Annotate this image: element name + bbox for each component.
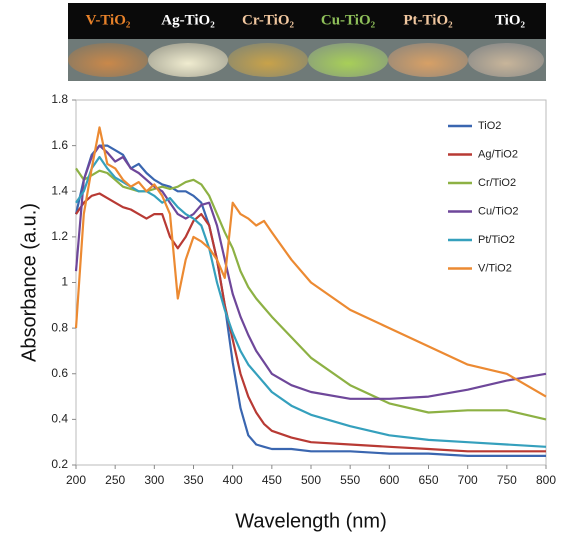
dish (388, 43, 468, 77)
sample-label: Ag-TiO₂ (161, 12, 215, 28)
y-tick-label: 1.8 (51, 92, 68, 106)
legend-label: Cr/TiO2 (478, 177, 516, 189)
x-tick-label: 450 (262, 473, 282, 487)
y-axis-label: Absorbance (a.u.) (18, 203, 40, 362)
x-tick-label: 550 (340, 473, 360, 487)
y-tick-label: 0.4 (51, 412, 68, 426)
series-line (74, 144, 547, 400)
label-strip (68, 3, 546, 39)
series-line (74, 144, 546, 457)
series-line (75, 192, 546, 453)
y-tick-label: 0.2 (51, 457, 68, 471)
sample-photo (68, 3, 546, 81)
x-axis-label: Wavelength (nm) (235, 510, 387, 532)
dish (68, 43, 148, 77)
sample-label: Cu-TiO₂ (321, 12, 376, 28)
x-tick-label: 650 (418, 473, 438, 487)
x-tick-label: 300 (144, 473, 164, 487)
dish (148, 43, 228, 77)
sample-label: Cr-TiO₂ (242, 12, 294, 28)
x-tick-label: 700 (458, 473, 478, 487)
x-tick-label: 200 (66, 473, 86, 487)
x-tick-label: 600 (379, 473, 399, 487)
sample-label: TiO₂ (495, 12, 526, 28)
x-tick-label: 350 (183, 473, 203, 487)
x-tick-label: 750 (497, 473, 517, 487)
y-tick-label: 1.6 (51, 138, 68, 152)
sample-label: V-TiO₂ (86, 12, 131, 28)
series-line (74, 126, 547, 398)
y-tick-label: 1.2 (51, 229, 68, 243)
dish (228, 43, 308, 77)
dish (468, 43, 544, 77)
series-line (75, 155, 547, 448)
y-tick-label: 0.6 (51, 366, 68, 380)
legend-label: V/TiO2 (478, 262, 512, 274)
x-tick-label: 500 (301, 473, 321, 487)
y-tick-label: 0.8 (51, 320, 68, 334)
legend-label: Pt/TiO2 (478, 234, 515, 246)
y-tick-label: 1 (61, 275, 68, 289)
legend-label: TiO2 (478, 120, 501, 132)
series-line (75, 167, 547, 421)
x-tick-label: 800 (536, 473, 556, 487)
dish (308, 43, 388, 77)
y-tick-label: 1.4 (51, 183, 68, 197)
sample-label: Pt-TiO₂ (403, 12, 453, 28)
legend-label: Ag/TiO2 (478, 148, 518, 160)
x-tick-label: 250 (105, 473, 125, 487)
legend-label: Cu/TiO2 (478, 205, 519, 217)
x-tick-label: 400 (223, 473, 243, 487)
